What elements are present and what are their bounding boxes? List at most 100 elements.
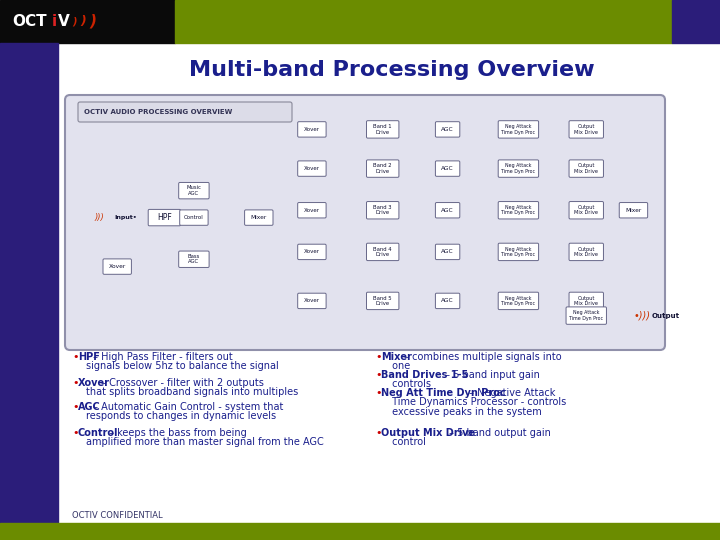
Text: OCTIV CONFIDENTIAL: OCTIV CONFIDENTIAL: [72, 511, 163, 521]
Text: AGC: AGC: [441, 166, 454, 171]
Text: Neg Attack
Time Dyn Proc: Neg Attack Time Dyn Proc: [501, 205, 536, 215]
FancyBboxPatch shape: [65, 95, 665, 350]
Text: •))): •))): [634, 310, 650, 321]
FancyBboxPatch shape: [366, 243, 399, 261]
Text: – Crossover - filter with 2 outputs: – Crossover - filter with 2 outputs: [99, 378, 264, 388]
Text: AGC: AGC: [78, 402, 101, 412]
FancyBboxPatch shape: [498, 160, 539, 177]
Text: •: •: [375, 352, 382, 362]
FancyBboxPatch shape: [297, 161, 326, 176]
Text: Xover: Xover: [304, 208, 320, 213]
Text: AGC: AGC: [441, 249, 454, 254]
Text: Xover: Xover: [304, 166, 320, 171]
FancyBboxPatch shape: [297, 244, 326, 260]
Text: Control: Control: [184, 215, 204, 220]
Text: HPF: HPF: [78, 352, 100, 362]
FancyBboxPatch shape: [297, 122, 326, 137]
Text: AGC: AGC: [441, 208, 454, 213]
FancyBboxPatch shape: [366, 201, 399, 219]
Text: Xover: Xover: [78, 378, 110, 388]
FancyBboxPatch shape: [245, 210, 273, 225]
Text: Neg Attack
Time Dyn Proc: Neg Attack Time Dyn Proc: [501, 296, 536, 306]
Bar: [175, 0, 672, 43]
Text: Neg Attack
Time Dyn Proc: Neg Attack Time Dyn Proc: [501, 124, 536, 134]
FancyBboxPatch shape: [569, 243, 603, 261]
Text: Output
Mix Drive: Output Mix Drive: [575, 124, 598, 134]
Text: Bass
AGC: Bass AGC: [188, 254, 200, 265]
Text: Xover: Xover: [304, 299, 320, 303]
Text: Control: Control: [78, 428, 119, 438]
Text: Band 3
Drive: Band 3 Drive: [374, 205, 392, 215]
Text: Neg Attack
Time Dyn Proc: Neg Attack Time Dyn Proc: [501, 247, 536, 257]
Text: Output
Mix Drive: Output Mix Drive: [575, 296, 598, 306]
Text: HPF: HPF: [157, 213, 172, 222]
Text: signals below 5hz to balance the signal: signals below 5hz to balance the signal: [86, 361, 279, 372]
Text: •: •: [72, 352, 78, 362]
Text: Neg Attack
Time Dyn Proc: Neg Attack Time Dyn Proc: [501, 164, 536, 174]
Bar: [672, 0, 720, 43]
FancyBboxPatch shape: [436, 293, 460, 308]
Text: amplified more than master signal from the AGC: amplified more than master signal from t…: [86, 437, 324, 448]
Text: one: one: [389, 361, 410, 372]
Text: – combines multiple signals into: – combines multiple signals into: [401, 352, 562, 362]
Text: ): ): [72, 16, 76, 26]
Text: Xover: Xover: [109, 264, 126, 269]
FancyBboxPatch shape: [148, 210, 181, 226]
Text: Mixer: Mixer: [381, 352, 412, 362]
FancyBboxPatch shape: [498, 201, 539, 219]
Text: – Automatic Gain Control - system that: – Automatic Gain Control - system that: [90, 402, 284, 412]
Text: that splits broadband signals into multiples: that splits broadband signals into multi…: [86, 388, 298, 397]
Text: Band 2
Drive: Band 2 Drive: [374, 164, 392, 174]
FancyBboxPatch shape: [78, 102, 292, 122]
Text: Mixer: Mixer: [251, 215, 267, 220]
Text: control: control: [389, 437, 426, 448]
Text: – 5 band input gain: – 5 band input gain: [442, 370, 540, 380]
Text: Output
Mix Drive: Output Mix Drive: [575, 247, 598, 257]
Text: – 5 band output gain: – 5 band output gain: [446, 428, 551, 438]
Text: Band 1
Drive: Band 1 Drive: [374, 124, 392, 134]
Text: Output Mix Drive: Output Mix Drive: [381, 428, 475, 438]
Text: Input•: Input•: [114, 215, 137, 220]
Text: Output
Mix Drive: Output Mix Drive: [575, 205, 598, 215]
FancyBboxPatch shape: [297, 202, 326, 218]
Text: Output
Mix Drive: Output Mix Drive: [575, 164, 598, 174]
Text: – High Pass Filter - filters out: – High Pass Filter - filters out: [90, 352, 233, 362]
FancyBboxPatch shape: [569, 292, 603, 309]
Text: excessive peaks in the system: excessive peaks in the system: [389, 407, 541, 417]
Text: OCTIV AUDIO PROCESSING OVERVIEW: OCTIV AUDIO PROCESSING OVERVIEW: [84, 109, 233, 115]
Text: •: •: [72, 428, 78, 438]
FancyBboxPatch shape: [366, 292, 399, 309]
Text: Time Dynamics Processor - controls: Time Dynamics Processor - controls: [389, 397, 566, 408]
Text: ): ): [80, 15, 86, 28]
FancyBboxPatch shape: [566, 307, 606, 325]
Text: Multi-band Processing Overview: Multi-band Processing Overview: [189, 60, 595, 80]
FancyBboxPatch shape: [180, 210, 208, 225]
Text: Xover: Xover: [304, 249, 320, 254]
Text: Band 4
Drive: Band 4 Drive: [374, 247, 392, 257]
FancyBboxPatch shape: [436, 202, 460, 218]
Text: Band 5
Drive: Band 5 Drive: [374, 296, 392, 306]
FancyBboxPatch shape: [179, 183, 209, 199]
FancyBboxPatch shape: [436, 122, 460, 137]
Text: AGC: AGC: [441, 299, 454, 303]
FancyBboxPatch shape: [569, 160, 603, 177]
Text: •: •: [72, 402, 78, 412]
Text: – Negative Attack: – Negative Attack: [467, 388, 556, 398]
Text: Mixer: Mixer: [626, 208, 642, 213]
Bar: [0, 523, 720, 540]
FancyBboxPatch shape: [103, 259, 132, 274]
Bar: [0, 43, 58, 523]
Text: Band Drives 1-5: Band Drives 1-5: [381, 370, 468, 380]
FancyBboxPatch shape: [619, 202, 648, 218]
Text: ))): ))): [94, 213, 104, 222]
Text: Music
AGC: Music AGC: [186, 185, 202, 196]
FancyBboxPatch shape: [436, 161, 460, 176]
Text: ): ): [89, 14, 96, 29]
Text: responds to changes in dynamic levels: responds to changes in dynamic levels: [86, 411, 276, 421]
Text: •: •: [72, 378, 78, 388]
Text: AGC: AGC: [441, 127, 454, 132]
Text: •: •: [375, 370, 382, 380]
Text: OCT: OCT: [12, 15, 47, 30]
Text: V: V: [58, 15, 70, 30]
FancyBboxPatch shape: [569, 121, 603, 138]
